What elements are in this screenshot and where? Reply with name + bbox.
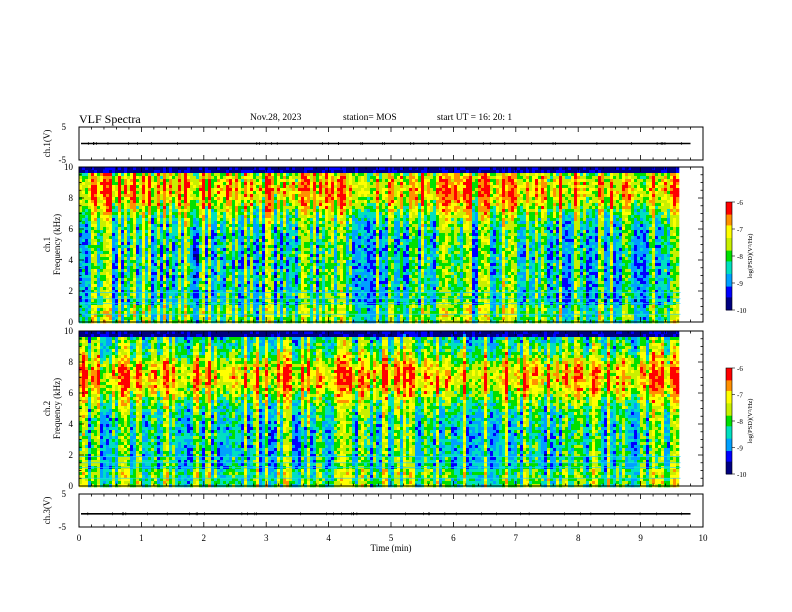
- x-tick-label: 5: [389, 533, 394, 543]
- colorbar-tick-label: -7: [737, 226, 743, 234]
- colorbar-tick-label: -10: [737, 471, 747, 479]
- colorbar-ch1: [725, 201, 733, 311]
- y-tick-label: 0: [69, 481, 74, 491]
- y-tick-label: -5: [59, 155, 67, 165]
- y-axis-label-ch2: ch.2: [42, 401, 52, 416]
- x-tick-label: 3: [264, 533, 269, 543]
- y-tick-label: 0: [69, 317, 74, 327]
- y-tick-label: 4: [69, 419, 74, 429]
- spectrogram-ch1: [79, 167, 681, 324]
- x-tick-label: 6: [451, 533, 456, 543]
- colorbar-tick-label: -9: [737, 280, 743, 288]
- colorbar-tick-label: -6: [737, 199, 743, 207]
- y-axis-label-ch1: ch.1: [42, 237, 52, 252]
- y-axis-label-ch1v: ch.1(V): [42, 130, 52, 158]
- colorbar-label: log(PSD)(V²/Hz): [747, 399, 754, 444]
- y-tick-label: 10: [64, 326, 74, 336]
- x-tick-label: 8: [576, 533, 581, 543]
- y-tick-label: 10: [64, 162, 74, 172]
- colorbar-tick-label: -8: [737, 418, 743, 426]
- colorbar-tick-label: -9: [737, 445, 743, 453]
- y-axis-label-ch2: Frequency (kHz): [52, 378, 62, 439]
- colorbar-tick-label: -8: [737, 253, 743, 261]
- x-axis-label: Time (min): [371, 543, 412, 553]
- y-tick-label: 5: [62, 489, 67, 499]
- y-axis-label-ch1: Frequency (kHz): [52, 214, 62, 275]
- y-tick-label: 6: [69, 224, 74, 234]
- y-tick-label: -5: [59, 522, 67, 532]
- y-tick-label: 8: [69, 193, 74, 203]
- y-tick-label: 6: [69, 388, 74, 398]
- x-tick-label: 0: [77, 533, 82, 543]
- x-tick-label: 10: [699, 533, 709, 543]
- colorbar-tick-label: -7: [737, 392, 743, 400]
- y-tick-label: 5: [62, 122, 67, 132]
- start-time-label: start UT = 16: 20: 1: [437, 113, 512, 123]
- y-tick-label: 2: [69, 450, 74, 460]
- colorbar-tick-label: -6: [737, 365, 743, 373]
- x-tick-label: 4: [326, 533, 331, 543]
- station-label: station= MOS: [343, 113, 397, 123]
- x-tick-label: 1: [139, 533, 144, 543]
- x-tick-label: 7: [514, 533, 519, 543]
- y-tick-label: 2: [69, 286, 74, 296]
- y-tick-label: 4: [69, 255, 74, 265]
- colorbar-label: log(PSD)(V²/Hz): [747, 234, 754, 279]
- y-axis-label-ch3v: ch.3(V): [42, 497, 52, 525]
- spectrogram-ch2: [79, 331, 681, 488]
- colorbar-ch2: [725, 367, 733, 475]
- colorbar-tick-label: -10: [737, 307, 747, 315]
- date-label: Nov.28, 2023: [250, 113, 301, 123]
- x-tick-label: 2: [202, 533, 207, 543]
- y-tick-label: 8: [69, 357, 74, 367]
- chart-title: VLF Spectra: [79, 112, 141, 127]
- x-tick-label: 9: [638, 533, 643, 543]
